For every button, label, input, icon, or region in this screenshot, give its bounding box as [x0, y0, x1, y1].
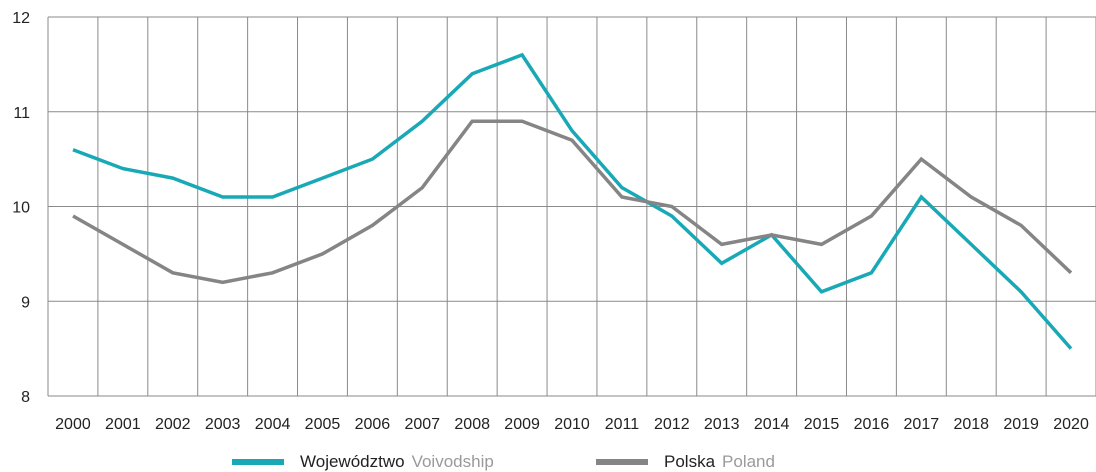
x-axis-tick-labels: 2000 2001 2002 2003 2004 2005 2006 2007 2008 2009…: [55, 416, 1089, 433]
y-tick-label: 8: [21, 389, 30, 406]
x-tick-label: 2000: [55, 416, 91, 433]
y-tick-label: 12: [12, 10, 30, 27]
legend-swatch-polska: [596, 459, 648, 465]
x-tick-label: 2006: [355, 416, 391, 433]
series-line-wojewodztwo: [72, 52, 1073, 350]
x-tick-label: 2001: [105, 416, 141, 433]
y-tick-label: 11: [13, 105, 30, 122]
x-tick-label: 2010: [554, 416, 590, 433]
chart-legend: Województwo Voivodship Polska Poland: [0, 446, 1096, 472]
x-tick-label: 2011: [605, 416, 640, 433]
legend-label-wojewodztwo: Województwo: [300, 452, 405, 471]
x-tick-label: 2015: [804, 416, 840, 433]
x-tick-label: 2003: [205, 416, 241, 433]
x-tick-label: 2018: [953, 416, 989, 433]
series-line-polska: [72, 119, 1073, 285]
x-tick-label: 2013: [704, 416, 740, 433]
x-tick-label: 2005: [305, 416, 341, 433]
x-tick-label: 2004: [255, 416, 291, 433]
x-tick-label: 2019: [1003, 416, 1039, 433]
x-tick-label: 2020: [1053, 416, 1089, 433]
x-tick-label: 2017: [904, 416, 940, 433]
legend-swatch-wojewodztwo: [232, 459, 284, 465]
x-tick-label: 2009: [504, 416, 540, 433]
chart-gridlines: [47, 16, 1096, 397]
legend-label-polska: Polska: [664, 452, 716, 471]
y-tick-label: 9: [21, 294, 30, 311]
y-tick-label: 10: [12, 200, 30, 217]
legend-sublabel-poland: Poland: [722, 452, 775, 471]
x-tick-label: 2014: [754, 416, 790, 433]
legend-sublabel-voivodship: Voivodship: [411, 452, 494, 471]
x-tick-label: 2007: [404, 416, 440, 433]
x-tick-label: 2002: [155, 416, 191, 433]
legend-item-polska: Polska Poland: [596, 452, 775, 472]
x-tick-label: 2012: [654, 416, 690, 433]
x-tick-label: 2008: [454, 416, 490, 433]
chart-series: [72, 52, 1073, 350]
legend-item-wojewodztwo: Województwo Voivodship: [232, 452, 494, 472]
x-tick-label: 2016: [854, 416, 890, 433]
y-axis-tick-labels: 8 9 10 11 12: [12, 10, 30, 406]
